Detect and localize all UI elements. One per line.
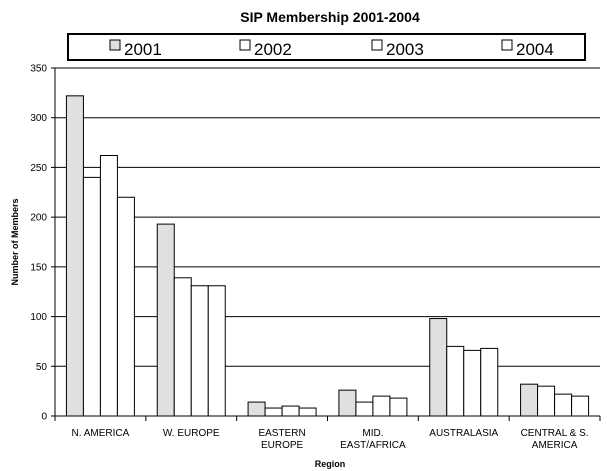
bar-2003-w-europe (190, 285, 209, 417)
bar-2001-w-europe (156, 223, 175, 417)
bar-2004-n-america (116, 196, 135, 417)
bar-2003-mid-east-africa (372, 395, 391, 417)
x-tick-label: EASTERN (258, 428, 305, 439)
legend: 2001 2002 2003 2004 (67, 33, 586, 61)
bar-2004-central-s-america (571, 395, 590, 417)
y-tick-label: 250 (30, 163, 47, 174)
x-tick-label: EUROPE (261, 440, 304, 451)
x-tick-label: AMERICA (532, 440, 578, 451)
legend-label-2002: 2002 (254, 40, 292, 59)
x-tick-label: W. EUROPE (163, 428, 220, 439)
bar-2004-mid-east-africa (389, 397, 408, 417)
x-tick-label: EAST/AFRICA (340, 440, 406, 451)
bar-2001-central-s-america (520, 383, 539, 417)
legend-swatch-2003 (371, 39, 383, 51)
x-axis-title: Region (315, 459, 346, 469)
y-tick-label: 0 (41, 412, 47, 423)
bar-2003-n-america (99, 154, 118, 417)
bar-2002-australasia (446, 345, 465, 417)
y-tick-label: 200 (30, 213, 47, 224)
y-axis-title: Number of Members (10, 198, 20, 285)
bar-2002-w-europe (173, 277, 192, 417)
y-tick-label: 350 (30, 64, 47, 75)
bar-2001-eastern-europe (247, 401, 266, 417)
x-tick-label: CENTRAL & S. (521, 428, 589, 439)
gridlines (55, 67, 600, 367)
y-tick-label: 100 (30, 312, 47, 323)
legend-label-2003: 2003 (386, 40, 424, 59)
bar-2001-n-america (65, 95, 84, 417)
bar-2001-mid-east-africa (338, 389, 357, 417)
y-tick-label: 50 (36, 362, 48, 373)
legend-label-2004: 2004 (516, 40, 554, 59)
legend-swatch-2004 (501, 39, 513, 51)
bar-2003-eastern-europe (281, 405, 300, 417)
x-tick-label: AUSTRALASIA (429, 428, 498, 439)
bar-2002-central-s-america (537, 385, 556, 417)
bar-2002-mid-east-africa (355, 401, 374, 417)
chart-title: SIP Membership 2001-2004 (240, 9, 420, 25)
legend-label-2001: 2001 (124, 40, 162, 59)
legend-swatch-2001 (109, 39, 121, 51)
legend-swatch-2002 (239, 39, 251, 51)
bars (65, 95, 590, 417)
y-tick-labels: 0 50 100 150 200 250 300 350 (30, 64, 47, 423)
y-tick-label: 150 (30, 262, 47, 273)
bar-2003-australasia (463, 349, 482, 417)
x-tick-label: MID. (362, 428, 383, 439)
axes (51, 67, 601, 421)
bar-2002-n-america (82, 176, 101, 417)
bar-2004-eastern-europe (298, 407, 317, 417)
bar-2004-australasia (480, 347, 499, 417)
bar-2003-central-s-america (554, 393, 573, 417)
bar-2002-eastern-europe (264, 407, 283, 417)
bar-2001-australasia (429, 318, 448, 417)
x-tick-label: N. AMERICA (72, 428, 130, 439)
bar-2004-w-europe (207, 285, 226, 417)
legend-box (67, 33, 586, 61)
y-tick-label: 300 (30, 113, 47, 124)
